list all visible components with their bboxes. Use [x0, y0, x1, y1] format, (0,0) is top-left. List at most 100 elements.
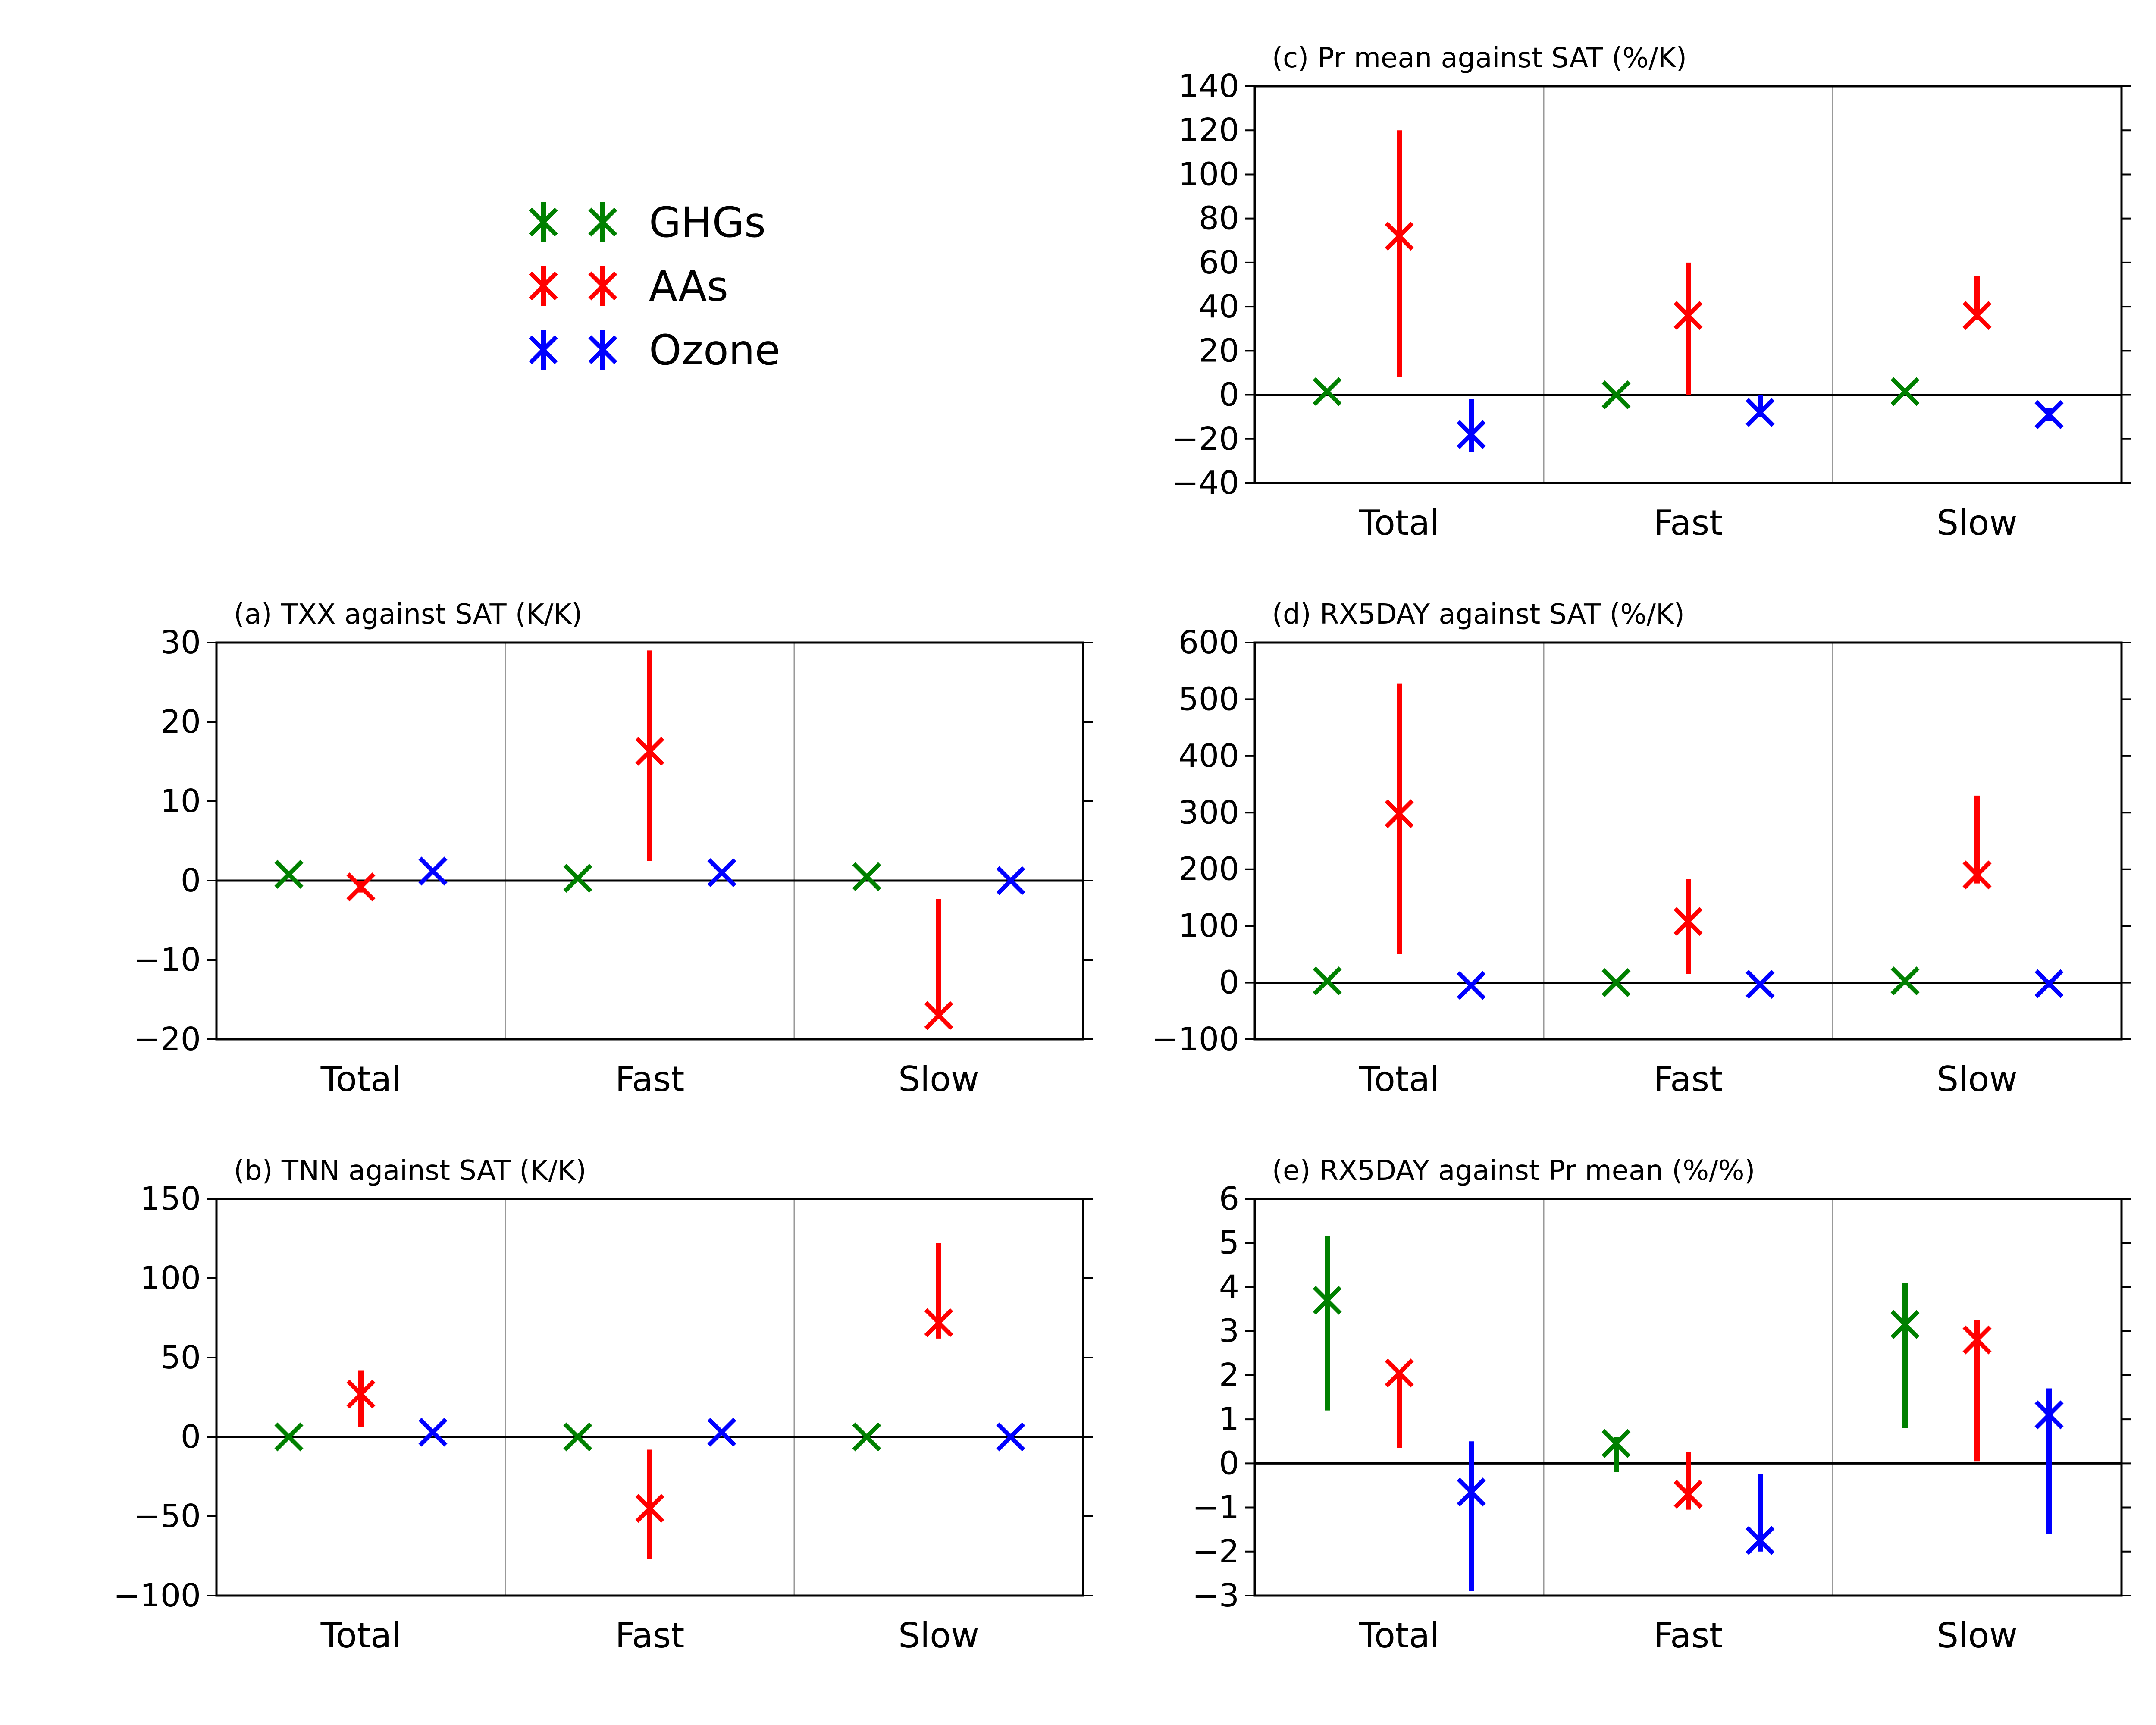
axes-frame — [215, 641, 1084, 1041]
marker-stroke — [1745, 969, 1775, 999]
y-tick-label: 80 — [1199, 200, 1239, 237]
chart-title: (e) RX5DAY against Pr mean (%/%) — [1272, 1155, 1755, 1187]
y-tick-label: 400 — [1178, 737, 1239, 775]
marker-stroke — [1313, 966, 1342, 996]
marker-stroke — [1962, 1325, 1992, 1355]
data-point — [1457, 971, 1486, 1000]
y-tick-label: 150 — [140, 1180, 201, 1217]
marker-stroke — [1457, 1477, 1486, 1507]
y-tick-label: 100 — [1178, 156, 1239, 193]
marker-stroke — [1313, 377, 1342, 406]
data-point — [1313, 966, 1342, 996]
marker-stroke — [2034, 400, 2064, 430]
y-tick-label: 2 — [1219, 1357, 1239, 1394]
data-point — [635, 737, 664, 766]
x-tick-label: Slow — [898, 1615, 979, 1656]
marker-stroke — [852, 1422, 881, 1452]
data-point — [418, 856, 448, 886]
x-tick-label: Slow — [1937, 1059, 2017, 1099]
data-point — [707, 1418, 736, 1447]
data-point — [1962, 860, 1992, 890]
y-tick-label: 40 — [1199, 288, 1239, 325]
data-point — [563, 1422, 592, 1452]
y-tick-label: 6 — [1219, 1180, 1239, 1217]
marker-stroke — [1385, 222, 1414, 251]
chart-title: (b) TNN against SAT (K/K) — [234, 1155, 586, 1187]
marker-stroke — [996, 1422, 1025, 1452]
y-tick-label: −3 — [1192, 1577, 1239, 1614]
marker-stroke — [563, 1422, 592, 1452]
marker-stroke — [1601, 380, 1631, 410]
panel-e: (e) RX5DAY against Pr mean (%/%) −3 −2 −1 0 1… — [1192, 1155, 2131, 1656]
marker-stroke — [852, 862, 881, 891]
y-tick-label: −50 — [134, 1498, 201, 1535]
marker-stroke — [563, 863, 592, 893]
legend: GHGs AAs Ozone — [529, 198, 780, 374]
y-tick-label: 140 — [1178, 68, 1239, 105]
axes-frame — [1253, 641, 2123, 1041]
marker-stroke — [1673, 907, 1703, 936]
data-point — [635, 1494, 664, 1523]
marker-stroke — [1962, 301, 1992, 330]
marker-stroke — [1745, 1526, 1775, 1555]
marker-stroke — [1313, 1286, 1342, 1315]
marker-stroke — [274, 1422, 304, 1452]
panel-c: (c) Pr mean against SAT (%/K) −40 −20 0 20 40… — [1172, 42, 2131, 543]
y-tick-label: 100 — [140, 1260, 201, 1297]
marker-stroke — [1673, 1480, 1703, 1509]
x-tick-label: Fast — [615, 1615, 685, 1656]
x-tick-label: Total — [1359, 1059, 1440, 1099]
marker-stroke — [346, 872, 376, 902]
marker-stroke — [1457, 971, 1486, 1000]
y-tick-label: 0 — [1219, 376, 1239, 414]
axes-frame — [215, 1198, 1084, 1597]
x-tick-label: Slow — [898, 1059, 979, 1099]
x-tick-label: Total — [1359, 503, 1440, 543]
marker-stroke — [1385, 799, 1414, 828]
data-point — [852, 862, 881, 891]
marker-stroke — [274, 859, 304, 889]
marker-stroke — [1890, 966, 1920, 996]
y-tick-label: −100 — [113, 1577, 201, 1614]
marker-stroke — [1457, 420, 1486, 449]
y-tick-label: 0 — [1219, 964, 1239, 1001]
y-tick-label: 100 — [1178, 907, 1239, 944]
marker-stroke — [2034, 969, 2064, 998]
y-tick-label: 1 — [1219, 1401, 1239, 1438]
panel-b: (b) TNN against SAT (K/K) −100 −50 0 50 100 15… — [113, 1155, 1093, 1656]
x-tick-label: Total — [320, 1615, 401, 1656]
data-point — [1385, 1358, 1414, 1388]
marker-stroke — [1601, 968, 1631, 997]
y-tick-label: 20 — [1199, 332, 1239, 369]
legend-label: AAs — [649, 262, 728, 310]
data-point — [1313, 377, 1342, 406]
data-point — [1962, 1325, 1992, 1355]
data-point — [996, 1422, 1025, 1452]
x-tick-label: Fast — [1654, 1059, 1723, 1099]
data-point — [1385, 222, 1414, 251]
data-point — [2034, 1400, 2064, 1430]
data-point — [1673, 1480, 1703, 1509]
marker-stroke — [1601, 1429, 1631, 1458]
data-point — [274, 1422, 304, 1452]
marker-stroke — [1962, 860, 1992, 890]
x-tick-label: Fast — [615, 1059, 685, 1099]
marker-stroke — [635, 737, 664, 766]
data-point — [924, 1001, 953, 1030]
data-point — [1673, 907, 1703, 936]
x-tick-label: Fast — [1654, 1615, 1723, 1656]
data-point — [1673, 301, 1703, 330]
y-tick-label: 200 — [1178, 851, 1239, 888]
data-point — [1313, 1286, 1342, 1315]
data-point — [346, 1380, 376, 1409]
y-tick-label: 4 — [1219, 1268, 1239, 1305]
marker-stroke — [1673, 301, 1703, 330]
marker-stroke — [2034, 1400, 2064, 1430]
y-tick-label: −40 — [1172, 464, 1239, 502]
y-tick-label: 20 — [160, 703, 201, 740]
data-point — [852, 1422, 881, 1452]
data-point — [1457, 420, 1486, 449]
data-point — [1601, 380, 1631, 410]
data-point — [1745, 1526, 1775, 1555]
axes-frame — [1253, 85, 2123, 484]
